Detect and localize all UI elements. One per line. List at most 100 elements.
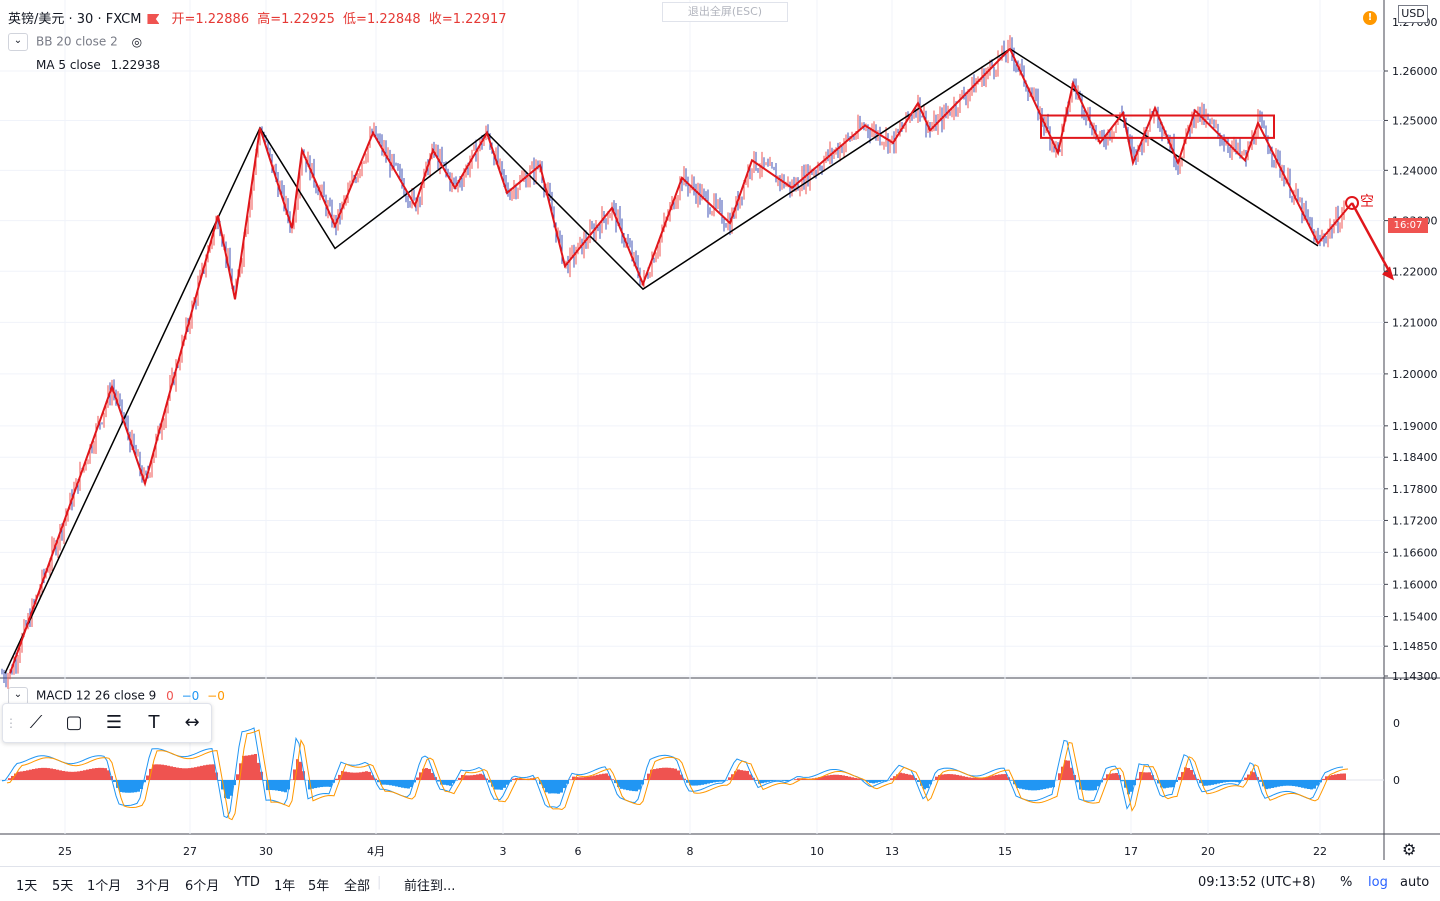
macd-histogram-bar bbox=[68, 772, 71, 780]
symbol-label[interactable]: 英镑/美元 · 30 · FXCM bbox=[8, 12, 141, 27]
price-tick-label: 1.14300 bbox=[1392, 670, 1438, 683]
macd-histogram-bar bbox=[596, 775, 599, 780]
drag-handle-icon[interactable]: ⋮ bbox=[5, 710, 13, 736]
macd-histogram-bar bbox=[1046, 780, 1049, 788]
chevron-down-icon[interactable]: ⌄ bbox=[8, 33, 28, 51]
macd-histogram-bar bbox=[926, 780, 929, 788]
macd-histogram-bar bbox=[590, 776, 593, 780]
macd-histogram-bar bbox=[47, 768, 50, 780]
ma-indicator-row[interactable]: MA 5 close 1.22938 bbox=[36, 58, 160, 72]
range-3m[interactable]: 3个月 bbox=[136, 875, 170, 894]
macd-histogram-bar bbox=[563, 780, 566, 788]
price-axis: 1.260001.250001.240001.230001.220001.210… bbox=[1384, 16, 1438, 683]
date-range-icon[interactable]: ↔ bbox=[179, 710, 205, 736]
macd-histogram-bar bbox=[935, 777, 938, 780]
macd-histogram-bar bbox=[776, 780, 779, 781]
eye-off-icon[interactable]: ◎ bbox=[132, 35, 142, 49]
macd-histogram-bar bbox=[281, 780, 284, 792]
parallel-channel-icon[interactable]: ☰ bbox=[101, 710, 127, 736]
macd-histogram-bar bbox=[1037, 780, 1040, 790]
range-1d[interactable]: 1天 bbox=[16, 875, 37, 894]
macd-histogram-bar bbox=[164, 765, 167, 780]
macd-histogram-bar bbox=[875, 780, 878, 783]
macd-histogram-bar bbox=[245, 756, 248, 780]
macd-histogram-bar bbox=[1010, 780, 1013, 781]
macd-histogram-bar bbox=[878, 780, 881, 782]
macd-histogram-bar bbox=[1178, 777, 1181, 780]
range-1y[interactable]: 1年 bbox=[274, 875, 295, 894]
macd-histogram-bar bbox=[668, 768, 671, 780]
macd-histogram-bar bbox=[1313, 780, 1316, 789]
macd-histogram-bar bbox=[1268, 780, 1271, 789]
auto-toggle[interactable]: auto bbox=[1400, 875, 1429, 890]
price-chart[interactable]: 1.260001.250001.240001.230001.220001.210… bbox=[0, 0, 1440, 866]
macd-histogram-bar bbox=[56, 770, 59, 780]
macd-tick-label: 0 bbox=[1393, 774, 1400, 787]
rectangle-icon[interactable]: ▢ bbox=[61, 710, 87, 736]
price-tick-label: 1.17200 bbox=[1392, 514, 1438, 527]
macd-histogram-bar bbox=[161, 765, 164, 780]
macd-histogram-bar bbox=[1343, 773, 1346, 780]
macd-histogram-bar bbox=[746, 771, 749, 780]
range-1m[interactable]: 1个月 bbox=[87, 875, 121, 894]
price-tick-label: 1.17800 bbox=[1392, 483, 1438, 496]
macd-histogram-bar bbox=[1205, 780, 1208, 786]
bb-indicator-row[interactable]: ⌄BB 20 close 2 ◎ bbox=[8, 33, 142, 51]
price-tick-label: 1.25000 bbox=[1392, 114, 1438, 127]
macd-histogram-bar bbox=[251, 755, 254, 780]
gear-icon[interactable]: ⚙ bbox=[1402, 840, 1416, 859]
log-toggle[interactable]: log bbox=[1368, 875, 1388, 890]
flag-icon[interactable] bbox=[147, 14, 159, 24]
macd-histogram-bar bbox=[923, 780, 926, 789]
text-tool-icon[interactable]: T bbox=[141, 710, 167, 736]
currency-badge[interactable]: USD bbox=[1398, 5, 1428, 23]
macd-histogram-bar bbox=[176, 768, 179, 780]
macd-histogram-bar bbox=[1187, 768, 1190, 780]
macd-histogram-bar bbox=[449, 780, 452, 786]
macd-histogram-bar bbox=[1340, 774, 1343, 780]
macd-histogram-bar bbox=[1166, 780, 1169, 788]
clock[interactable]: 09:13:52 (UTC+8) bbox=[1198, 875, 1316, 890]
trend-line-icon[interactable]: ⟋ bbox=[23, 710, 49, 736]
range-5d[interactable]: 5天 bbox=[52, 875, 73, 894]
macd-histogram-bar bbox=[101, 768, 104, 780]
ma-label: MA 5 close bbox=[36, 58, 101, 72]
time-tick-label: 10 bbox=[810, 845, 824, 858]
macd-histogram-bar bbox=[653, 769, 656, 780]
macd-histogram-bar bbox=[278, 780, 281, 791]
range-5y[interactable]: 5年 bbox=[308, 875, 329, 894]
macd-histogram-bar bbox=[401, 780, 404, 788]
macd-histogram-bar bbox=[458, 778, 461, 780]
macd-histogram-bar bbox=[50, 769, 53, 780]
macd-histogram-bar bbox=[203, 765, 206, 780]
macd-histogram-bar bbox=[80, 771, 83, 780]
macd-histogram-bar bbox=[1334, 774, 1337, 780]
macd-histogram-bar bbox=[1028, 780, 1031, 790]
red-zigzag-line bbox=[10, 49, 1352, 673]
macd-histogram-bar bbox=[677, 770, 680, 780]
macd-histogram-bar bbox=[467, 775, 470, 780]
macd-histogram-bar bbox=[35, 768, 38, 780]
macd-histogram-bar bbox=[1229, 780, 1232, 782]
macd-histogram-bar bbox=[833, 775, 836, 780]
exit-fullscreen-button[interactable]: 退出全屏(ESC) bbox=[662, 2, 788, 22]
macd-histogram-bar bbox=[134, 780, 137, 792]
macd-histogram-bar bbox=[1190, 770, 1193, 780]
macd-histogram-bar bbox=[86, 770, 89, 780]
separator: | bbox=[377, 875, 381, 890]
range-ytd[interactable]: YTD bbox=[234, 875, 260, 890]
percent-toggle[interactable]: % bbox=[1340, 875, 1352, 890]
macd-histogram-bar bbox=[1223, 780, 1226, 782]
macd-histogram-bar bbox=[395, 780, 398, 786]
macd-histogram-bar bbox=[713, 780, 716, 782]
range-all[interactable]: 全部 bbox=[344, 875, 370, 894]
macd-histogram-bar bbox=[947, 774, 950, 780]
macd-histogram-bar bbox=[848, 777, 851, 780]
macd-histogram-bar bbox=[317, 780, 320, 787]
price-tick-label: 1.19000 bbox=[1392, 420, 1438, 433]
alert-icon[interactable]: ! bbox=[1363, 11, 1377, 25]
range-6m[interactable]: 6个月 bbox=[185, 875, 219, 894]
goto-button[interactable]: 前往到... bbox=[404, 875, 455, 894]
short-annotation[interactable]: 空 bbox=[1360, 191, 1374, 211]
ohlc-high: 高=1.22925 bbox=[257, 12, 335, 27]
